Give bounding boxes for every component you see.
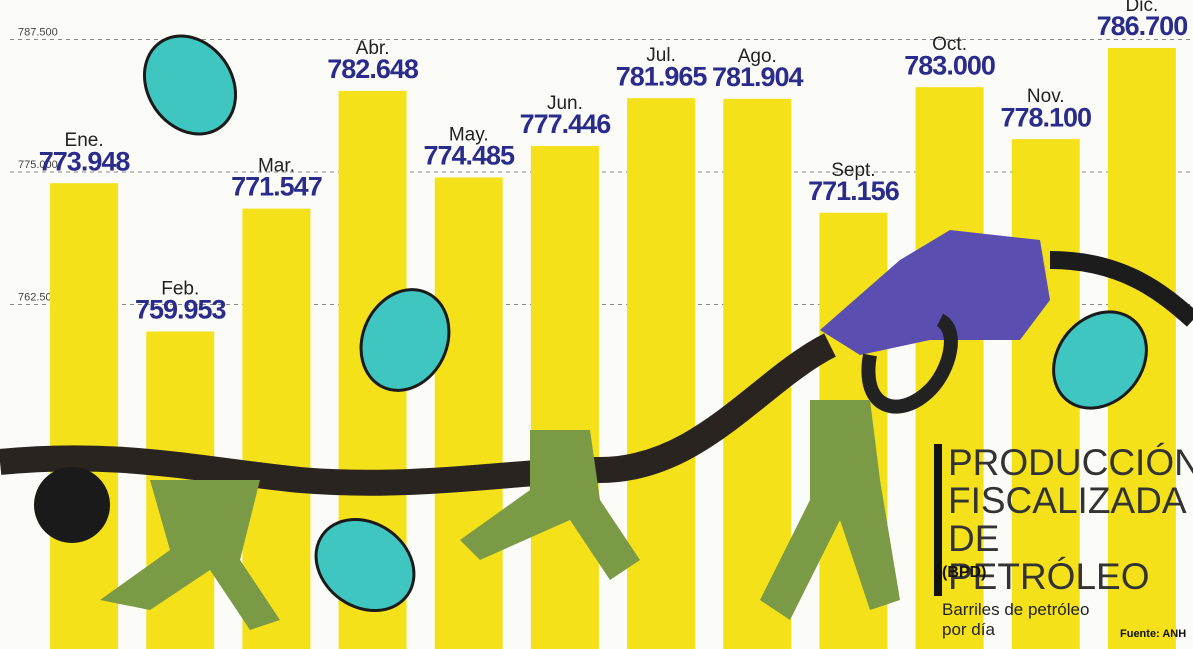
- y-tick-label: 787.500: [18, 26, 58, 38]
- bar: [531, 146, 599, 649]
- value-label: 781.904: [712, 62, 804, 92]
- value-label: 759.953: [135, 295, 227, 325]
- value-label: 774.485: [423, 141, 515, 171]
- pump-icon: [34, 467, 110, 543]
- subtitle: (BPD): [942, 564, 986, 582]
- value-label: 773.948: [39, 146, 131, 176]
- bar: [435, 177, 503, 649]
- value-label: 782.648: [327, 54, 419, 84]
- value-label: 781.965: [616, 61, 708, 91]
- value-label: 778.100: [1000, 102, 1091, 132]
- value-label: 771.547: [231, 172, 322, 202]
- page: {"chart_data": {"type": "bar", "title": …: [0, 0, 1193, 649]
- note: Barriles de petróleo por día: [942, 600, 1092, 640]
- value-label: 777.446: [520, 109, 612, 139]
- value-label: 771.156: [808, 176, 900, 206]
- bar: [50, 183, 118, 649]
- source: Fuente: ANH: [1120, 628, 1186, 640]
- value-label: 786.700: [1097, 11, 1188, 41]
- bar: [627, 98, 695, 649]
- value-label: 783.000: [904, 50, 995, 80]
